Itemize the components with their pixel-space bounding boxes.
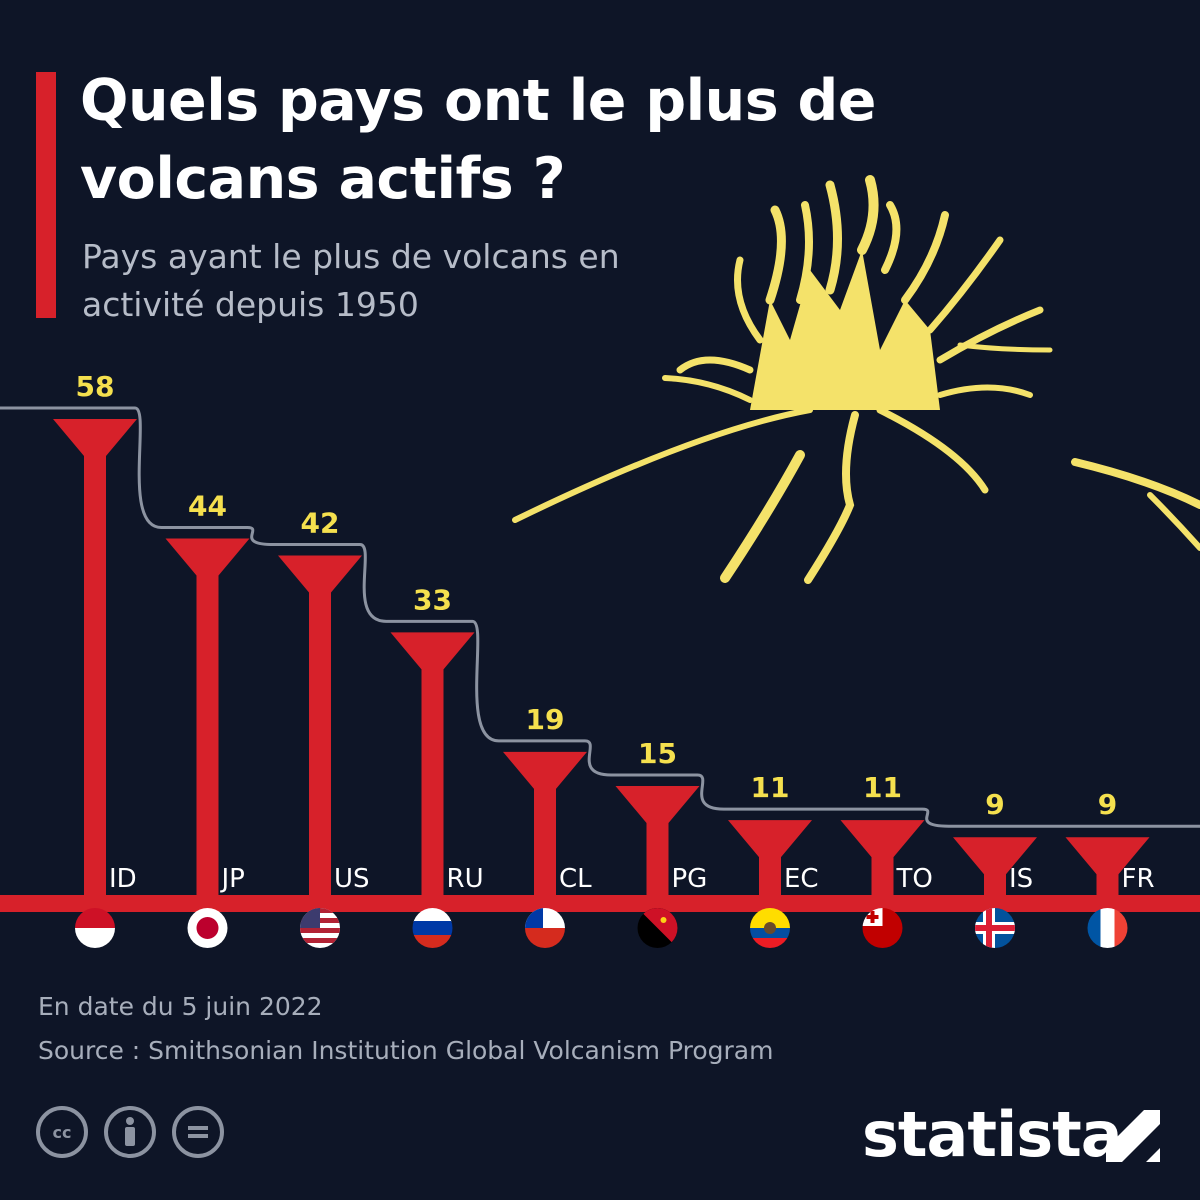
flag-icon-ru (412, 908, 453, 948)
bar-cl (503, 751, 587, 903)
flag-icon-cl (525, 908, 565, 948)
value-label-id: 58 (76, 370, 115, 403)
value-label-to: 11 (863, 771, 902, 804)
bar-chart: 58 ID 44 JP 42 US 33 RU 19 CL 15 PG 11 EC 11 TO 9 IS 9 FR (0, 175, 1200, 948)
value-label-jp: 44 (188, 489, 227, 522)
bar-id (53, 419, 137, 903)
date-note: En date du 5 juin 2022 (38, 992, 323, 1021)
bar-fr (1065, 837, 1150, 903)
source-note: Source : Smithsonian Institution Global … (38, 1036, 774, 1065)
no-derivatives-icon[interactable] (172, 1106, 224, 1158)
category-label-us: US (334, 864, 370, 894)
svg-text:cc: cc (53, 1123, 72, 1142)
title-accent-bar (36, 72, 56, 318)
category-label-to: TO (896, 864, 933, 894)
flag-icon-to (862, 908, 903, 948)
baseline-bar (0, 895, 1200, 912)
statista-brand[interactable]: statista (862, 1098, 1123, 1171)
bar-is (953, 837, 1037, 903)
flag-icon-pg (637, 908, 678, 948)
value-label-ec: 11 (751, 771, 790, 804)
value-label-fr: 9 (1098, 788, 1117, 821)
bar-pg (615, 785, 700, 903)
value-label-cl: 19 (526, 703, 565, 736)
category-label-jp: JP (220, 864, 245, 894)
category-label-ec: EC (784, 864, 819, 894)
bar-ec (728, 820, 812, 903)
bar-jp (165, 538, 250, 903)
statista-logo-icon (1106, 1110, 1160, 1162)
flag-icon-ec (750, 908, 790, 948)
category-label-pg: PG (672, 864, 708, 894)
step-line (0, 406, 1200, 828)
flag-icon-fr (1087, 908, 1128, 948)
attribution-icon[interactable] (104, 1106, 156, 1158)
bar-ru (390, 632, 475, 903)
volcano-illustration (512, 175, 1200, 584)
chart-title: Quels pays ont le plus de volcans actifs… (80, 68, 876, 212)
value-label-us: 42 (301, 507, 340, 540)
bar-us (278, 555, 362, 903)
cc-icon[interactable]: cc (36, 1106, 88, 1158)
category-label-id: ID (109, 864, 137, 894)
value-label-is: 9 (985, 788, 1004, 821)
chart-subtitle: Pays ayant le plus de volcans en activit… (82, 237, 620, 324)
flag-icon-id (75, 908, 115, 948)
category-label-is: IS (1009, 864, 1033, 894)
category-label-ru: RU (447, 864, 484, 894)
bar-to (840, 820, 925, 903)
flag-icon-jp (187, 908, 228, 948)
value-label-pg: 15 (638, 737, 677, 770)
category-label-fr: FR (1122, 864, 1155, 894)
flag-icon-is (975, 908, 1015, 948)
flag-icon-us (300, 908, 340, 948)
category-label-cl: CL (559, 864, 592, 894)
value-label-ru: 33 (413, 583, 452, 616)
